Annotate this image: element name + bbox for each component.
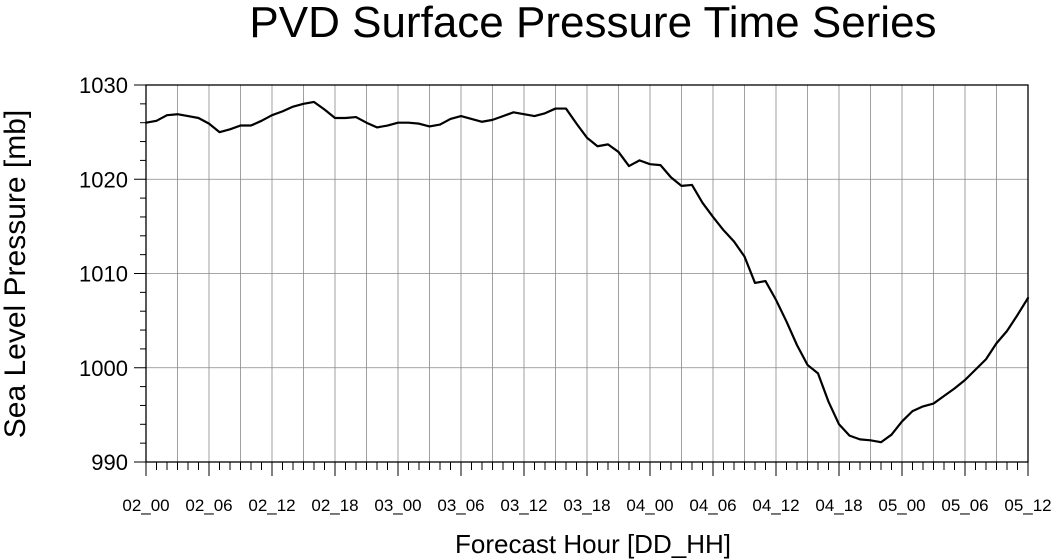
x-tick-label: 03_06 bbox=[437, 496, 484, 515]
grid-lines bbox=[146, 84, 1028, 463]
x-tick-label: 03_12 bbox=[500, 496, 547, 515]
tick-labels: 990 1000 1010 1020 1030 02_00 02_06 02_12 02_18 0… bbox=[79, 73, 1052, 515]
y-tick-label: 1010 bbox=[79, 262, 128, 287]
y-tick-label: 1030 bbox=[79, 73, 128, 98]
pressure-series-line bbox=[144, 100, 1030, 444]
y-tick-label: 990 bbox=[91, 450, 128, 475]
x-tick-label: 03_00 bbox=[374, 496, 421, 515]
x-tick-label: 04_06 bbox=[689, 496, 736, 515]
plot-frame bbox=[145, 84, 1029, 463]
x-tick-label: 05_00 bbox=[878, 496, 925, 515]
x-tick-label: 03_18 bbox=[563, 496, 610, 515]
y-tick-label: 1020 bbox=[79, 167, 128, 192]
axis-ticks bbox=[134, 84, 1029, 476]
y-tick-label: 1000 bbox=[79, 356, 128, 381]
x-tick-label: 04_18 bbox=[815, 496, 862, 515]
x-tick-label: 02_18 bbox=[311, 496, 358, 515]
x-tick-label: 02_06 bbox=[185, 496, 232, 515]
x-tick-label: 02_00 bbox=[122, 496, 169, 515]
series-lines bbox=[144, 100, 1030, 444]
x-tick-label: 05_06 bbox=[941, 496, 988, 515]
x-tick-label: 02_12 bbox=[248, 496, 295, 515]
x-axis-label: Forecast Hour [DD_HH] bbox=[455, 529, 731, 559]
x-tick-label: 04_00 bbox=[626, 496, 673, 515]
x-tick-label: 05_12 bbox=[1004, 496, 1051, 515]
chart-title: PVD Surface Pressure Time Series bbox=[249, 0, 936, 47]
x-tick-label: 04_12 bbox=[752, 496, 799, 515]
y-axis-label: Sea Level Pressure [mb] bbox=[0, 110, 32, 439]
